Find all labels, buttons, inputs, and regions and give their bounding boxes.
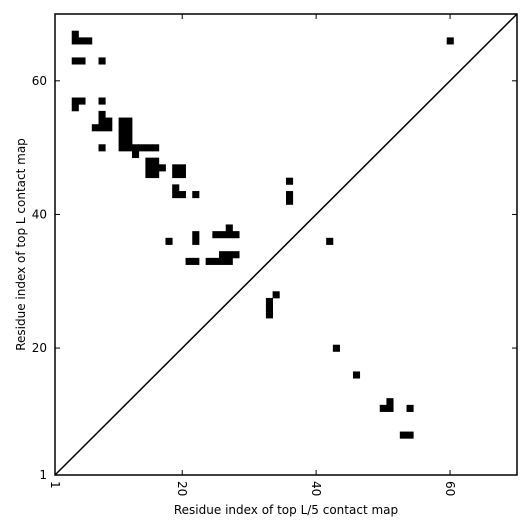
contact-cell-upper [125, 137, 133, 145]
contact-cell-upper [265, 297, 274, 306]
contact-cell-upper [286, 197, 294, 205]
contact-cell-upper [152, 157, 160, 165]
contact-cell-lower [352, 371, 361, 379]
contact-cell-upper [145, 157, 153, 165]
contact-cell-upper [152, 171, 160, 179]
contact-cell-upper [225, 257, 233, 265]
contact-cell-upper [98, 97, 106, 105]
contact-cell-upper [158, 164, 166, 172]
contact-cell-upper [125, 117, 133, 125]
contact-cell-upper [145, 144, 153, 152]
contact-cell-upper [225, 231, 233, 239]
x-tick-label: 20 [175, 481, 189, 496]
contact-cell-upper [326, 237, 334, 245]
x-tick-label: 40 [309, 481, 323, 496]
contact-cell-lower [332, 344, 340, 352]
contact-cell-upper [152, 144, 160, 152]
contact-cell-upper [185, 257, 193, 265]
contact-cell-upper [286, 191, 294, 199]
contact-cell-lower [399, 431, 407, 439]
contact-cell-upper [71, 37, 79, 45]
contact-cell-upper [118, 144, 126, 152]
y-tick-label: 20 [32, 341, 47, 355]
contact-cell-upper [178, 191, 186, 199]
contact-cell-upper [71, 104, 79, 112]
contact-cell-upper [219, 231, 227, 239]
contact-cell-upper [105, 124, 113, 132]
contact-cell-upper [192, 191, 200, 199]
contact-cell-upper [286, 177, 294, 185]
contact-cell-upper [98, 144, 106, 152]
contact-cell-upper [172, 184, 180, 192]
contact-cell-upper [145, 164, 153, 172]
contact-cell-upper [205, 257, 213, 265]
contact-cell-upper [219, 257, 227, 265]
contact-cell-upper [125, 130, 133, 139]
contact-cell-upper [118, 137, 126, 145]
contact-cell-upper [192, 257, 200, 265]
contact-cell-upper [98, 57, 106, 65]
contact-cell-upper [91, 124, 99, 132]
contact-cell-upper [265, 311, 274, 319]
contact-cell-upper [71, 30, 79, 38]
x-tick-label: 60 [443, 481, 457, 496]
contact-cell-upper [125, 124, 133, 132]
contact-cell-upper [152, 164, 160, 172]
contact-cell-upper [118, 117, 126, 125]
contact-cell-upper [172, 191, 180, 199]
contact-cell-upper [118, 124, 126, 132]
contact-cell-upper [118, 130, 126, 139]
contact-cell-upper [105, 117, 113, 125]
contact-cell-lower [406, 404, 414, 412]
contact-cell-upper [132, 150, 140, 159]
contact-cell-upper [178, 164, 186, 172]
contact-cell-lower [446, 37, 454, 45]
contact-cell-lower [406, 431, 414, 439]
contact-cell-upper [265, 304, 274, 312]
contact-cell-upper [78, 37, 86, 45]
contact-cell-lower [386, 398, 394, 406]
contact-cell-upper [192, 237, 200, 245]
contact-cell-upper [138, 144, 146, 152]
contact-cell-upper [225, 224, 233, 232]
x-tick-label: 1 [48, 481, 62, 489]
contact-cell-upper [98, 117, 106, 125]
contact-cell-upper [172, 164, 180, 172]
contact-cell-upper [98, 124, 106, 132]
contact-cell-upper [71, 57, 79, 65]
contact-cell-upper [85, 37, 93, 45]
y-tick-label: 1 [39, 468, 47, 482]
contact-cell-upper [232, 251, 240, 259]
contact-cell-upper [172, 171, 180, 179]
contact-cell-upper [78, 97, 86, 105]
contact-cell-upper [178, 171, 186, 179]
contact-cell-upper [225, 251, 233, 259]
y-tick-label: 60 [32, 74, 47, 88]
contact-cell-upper [98, 110, 106, 118]
contact-cell-lower [386, 404, 394, 412]
contact-cell-upper [78, 57, 86, 65]
plot-frame [54, 13, 518, 476]
contact-cell-lower [379, 404, 387, 412]
diagonal-line [54, 13, 518, 476]
contact-cell-upper [132, 144, 140, 152]
contact-cell-upper [192, 231, 200, 239]
contact-cell-upper [145, 171, 153, 179]
contact-cell-upper [272, 291, 280, 299]
contact-cell-upper [165, 237, 173, 245]
contact-cell-upper [232, 231, 240, 239]
contact-cell-upper [219, 251, 227, 259]
y-axis-label: Residue index of top L contact map [14, 138, 28, 351]
contact-cell-upper [212, 257, 220, 265]
contact-cells-group [71, 30, 454, 439]
contact-cell-upper [71, 97, 79, 105]
contact-cell-upper [125, 144, 133, 152]
contact-cell-upper [212, 231, 220, 239]
ticks-group: 1 20 40 60 1 20 40 60 [32, 14, 517, 496]
x-axis-label: Residue index of top L/5 contact map [174, 503, 398, 517]
y-tick-label: 40 [32, 207, 47, 221]
